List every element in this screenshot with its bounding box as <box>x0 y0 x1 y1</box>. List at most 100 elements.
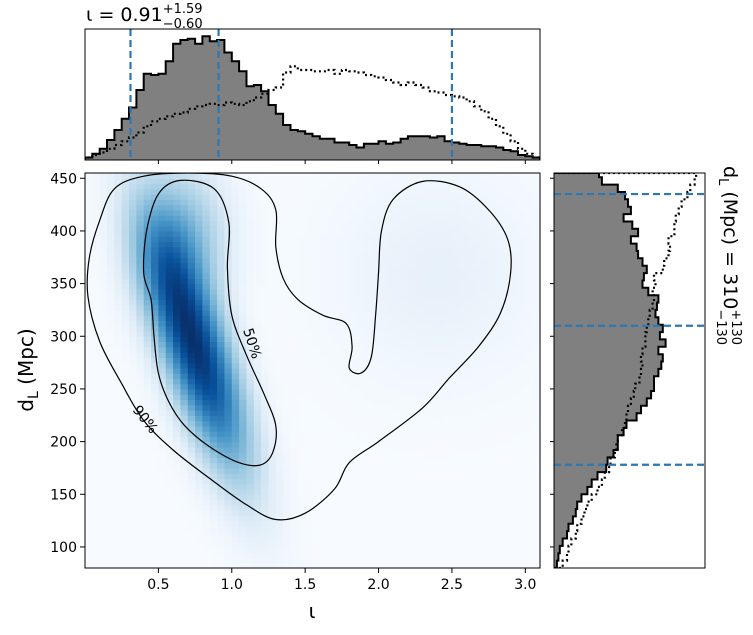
heatmap-cell <box>488 462 497 469</box>
heatmap-cell <box>481 283 490 290</box>
heatmap-cell <box>488 425 497 432</box>
heatmap-cell <box>393 241 402 248</box>
heatmap-cell <box>334 283 343 290</box>
heatmap-cell <box>165 288 174 295</box>
heatmap-cell <box>261 278 270 285</box>
heatmap-cell <box>459 267 468 274</box>
heatmap-cell <box>165 415 174 422</box>
heatmap-cell <box>334 267 343 274</box>
heatmap-cell <box>151 373 159 379</box>
heatmap-cell <box>129 183 137 190</box>
heatmap-cell <box>173 299 181 306</box>
heatmap-cell <box>268 510 277 516</box>
heatmap-cell <box>473 299 482 306</box>
heatmap-cell <box>422 246 431 253</box>
heatmap-cell <box>202 278 211 285</box>
heatmap-cell <box>481 209 490 216</box>
heatmap-cell <box>466 267 475 274</box>
heatmap-cell <box>297 462 306 469</box>
heatmap-cell <box>327 436 336 443</box>
heatmap-cell <box>415 388 424 395</box>
heatmap-cell <box>319 546 328 553</box>
heatmap-cell <box>481 388 490 395</box>
heatmap-cell <box>290 441 299 448</box>
heatmap-cell <box>407 320 416 327</box>
heatmap-cell <box>92 320 101 327</box>
heatmap-cell <box>422 325 431 332</box>
heatmap-cell <box>312 410 321 416</box>
heatmap-cell <box>481 494 490 501</box>
heatmap-cell <box>239 510 248 516</box>
heatmap-cell <box>466 331 475 337</box>
heatmap-cell <box>151 209 159 216</box>
heatmap-cell <box>327 257 336 264</box>
heatmap-cell <box>473 510 482 516</box>
heatmap-cell <box>136 246 145 253</box>
heatmap-cell <box>371 283 380 290</box>
heatmap-cell <box>114 541 123 548</box>
heatmap-cell <box>129 478 137 485</box>
heatmap-cell <box>466 183 475 190</box>
heatmap-cell <box>393 394 402 401</box>
heatmap-cell <box>473 552 482 559</box>
heatmap-cell <box>165 431 174 437</box>
heatmap-cell <box>319 552 328 559</box>
heatmap-cell <box>92 552 101 559</box>
heatmap-cell <box>510 278 519 285</box>
heatmap-cell <box>488 378 497 385</box>
heatmap-cell <box>173 388 181 395</box>
heatmap-cell <box>246 267 255 274</box>
heatmap-cell <box>114 357 123 364</box>
heatmap-cell <box>261 489 270 495</box>
heatmap-cell <box>107 246 115 253</box>
heatmap-cell <box>261 267 270 274</box>
heatmap-cell <box>297 388 306 395</box>
heatmap-cell <box>378 489 387 495</box>
heatmap-cell <box>114 546 123 553</box>
heatmap-cell <box>99 415 108 422</box>
heatmap-cell <box>415 383 424 390</box>
heatmap-cell <box>290 446 299 453</box>
heatmap-cell <box>495 478 504 485</box>
heatmap-cell <box>107 499 115 506</box>
heatmap-cell <box>371 178 380 185</box>
heatmap-cell <box>187 520 196 527</box>
heatmap-cell <box>173 420 181 427</box>
heatmap-cell <box>165 525 174 532</box>
heatmap-cell <box>334 441 343 448</box>
heatmap-cell <box>334 373 343 379</box>
heatmap-cell <box>319 194 328 200</box>
heatmap-cell <box>231 257 240 264</box>
heatmap-cell <box>334 304 343 311</box>
heatmap-cell <box>356 262 365 269</box>
heatmap-cell <box>209 425 218 432</box>
heatmap-cell <box>356 373 365 379</box>
heatmap-cell <box>473 241 482 248</box>
heatmap-cell <box>275 404 284 411</box>
heatmap-cell <box>312 494 321 501</box>
heatmap-cell <box>305 241 314 248</box>
heatmap-cell <box>525 252 534 258</box>
heatmap-cell <box>400 552 409 559</box>
heatmap-cell <box>503 552 512 559</box>
heatmap-cell <box>466 478 475 485</box>
heatmap-cell <box>517 331 526 337</box>
heatmap-cell <box>327 441 336 448</box>
heatmap-cell <box>473 173 482 179</box>
heatmap-cell <box>466 299 475 306</box>
heatmap-cell <box>209 273 218 279</box>
heatmap-cell <box>466 541 475 548</box>
heatmap-cell <box>495 404 504 411</box>
heatmap-cell <box>275 483 284 490</box>
heatmap-cell <box>290 225 299 232</box>
heatmap-cell <box>385 262 394 269</box>
heatmap-cell <box>151 246 159 253</box>
heatmap-cell <box>429 352 438 358</box>
heatmap-cell <box>517 467 526 474</box>
heatmap-cell <box>209 531 218 537</box>
heatmap-cell <box>356 241 365 248</box>
heatmap-cell <box>503 499 512 506</box>
heatmap-cell <box>202 252 211 258</box>
heatmap-cell <box>246 278 255 285</box>
heatmap-cell <box>290 241 299 248</box>
